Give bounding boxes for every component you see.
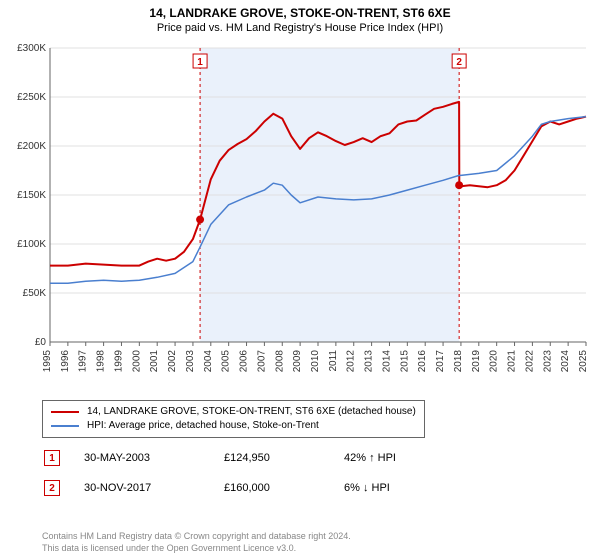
svg-text:2006: 2006 <box>239 350 250 373</box>
event-delta: 6% ↓ HPI <box>344 482 464 494</box>
legend-item: 14, LANDRAKE GROVE, STOKE-ON-TRENT, ST6 … <box>51 405 416 419</box>
footnote: Contains HM Land Registry data © Crown c… <box>42 530 351 554</box>
event-date: 30-NOV-2017 <box>84 482 224 494</box>
svg-text:2000: 2000 <box>131 350 142 373</box>
svg-text:2002: 2002 <box>167 350 178 373</box>
svg-text:2018: 2018 <box>453 350 464 373</box>
svg-text:2015: 2015 <box>399 350 410 373</box>
svg-text:£0: £0 <box>35 337 47 348</box>
svg-text:£50K: £50K <box>23 288 47 299</box>
svg-text:2023: 2023 <box>542 350 553 373</box>
svg-text:2: 2 <box>456 57 462 68</box>
event-row: 1 30-MAY-2003 £124,950 42% ↑ HPI <box>44 450 464 466</box>
legend-swatch <box>51 425 79 427</box>
svg-text:2013: 2013 <box>364 350 375 373</box>
svg-text:2014: 2014 <box>381 350 392 373</box>
legend-label: HPI: Average price, detached house, Stok… <box>87 419 319 433</box>
chart-subtitle: Price paid vs. HM Land Registry's House … <box>0 20 600 38</box>
svg-text:2001: 2001 <box>149 350 160 373</box>
svg-text:2017: 2017 <box>435 350 446 373</box>
svg-text:2019: 2019 <box>471 350 482 373</box>
svg-text:1995: 1995 <box>42 350 53 373</box>
line-chart-svg: £0 £50K £100K £150K £200K £250K £300K 1995 1996 1… <box>8 42 592 392</box>
chart-title: 14, LANDRAKE GROVE, STOKE-ON-TRENT, ST6 … <box>0 0 600 20</box>
svg-text:2009: 2009 <box>292 350 303 373</box>
event-id-box: 2 <box>44 480 60 496</box>
svg-text:2024: 2024 <box>560 350 571 373</box>
svg-text:2008: 2008 <box>274 350 285 373</box>
legend: 14, LANDRAKE GROVE, STOKE-ON-TRENT, ST6 … <box>42 400 425 438</box>
svg-text:1997: 1997 <box>78 350 89 373</box>
footnote-line: Contains HM Land Registry data © Crown c… <box>42 530 351 542</box>
svg-text:2012: 2012 <box>346 350 357 373</box>
svg-text:2020: 2020 <box>489 350 500 373</box>
chart-area: £0 £50K £100K £150K £200K £250K £300K 1995 1996 1… <box>8 42 592 392</box>
event-row: 2 30-NOV-2017 £160,000 6% ↓ HPI <box>44 480 464 496</box>
svg-text:1: 1 <box>197 57 203 68</box>
svg-text:£150K: £150K <box>17 190 46 201</box>
svg-text:1998: 1998 <box>96 350 107 373</box>
legend-swatch <box>51 411 79 413</box>
event-date: 30-MAY-2003 <box>84 452 224 464</box>
legend-item: HPI: Average price, detached house, Stok… <box>51 419 416 433</box>
svg-text:2004: 2004 <box>203 350 214 373</box>
svg-text:1999: 1999 <box>113 350 124 373</box>
event-id-box: 1 <box>44 450 60 466</box>
svg-text:2022: 2022 <box>524 350 535 373</box>
svg-text:£250K: £250K <box>17 92 46 103</box>
event-delta: 42% ↑ HPI <box>344 452 464 464</box>
svg-text:2010: 2010 <box>310 350 321 373</box>
svg-text:2011: 2011 <box>328 350 339 372</box>
svg-text:2005: 2005 <box>221 350 232 373</box>
svg-text:£100K: £100K <box>17 239 46 250</box>
legend-label: 14, LANDRAKE GROVE, STOKE-ON-TRENT, ST6 … <box>87 405 416 419</box>
svg-text:£200K: £200K <box>17 141 46 152</box>
footnote-line: This data is licensed under the Open Gov… <box>42 542 351 554</box>
event-price: £160,000 <box>224 482 344 494</box>
svg-text:£300K: £300K <box>17 43 46 54</box>
svg-text:1996: 1996 <box>60 350 71 373</box>
svg-text:2003: 2003 <box>185 350 196 373</box>
svg-text:2021: 2021 <box>507 350 518 373</box>
svg-text:2025: 2025 <box>578 350 589 373</box>
svg-text:2007: 2007 <box>256 350 267 373</box>
svg-text:2016: 2016 <box>417 350 428 373</box>
event-price: £124,950 <box>224 452 344 464</box>
